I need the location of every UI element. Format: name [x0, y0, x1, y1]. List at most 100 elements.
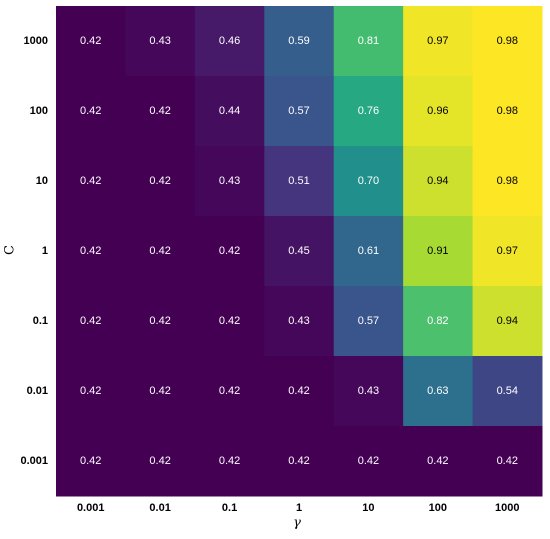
cell-value-label: 0.42	[149, 315, 170, 327]
cell-value-label: 0.42	[219, 245, 240, 257]
cell-value-label: 0.42	[80, 315, 101, 327]
heatmap-cell-r3-c4	[333, 216, 404, 287]
heatmap-cell-r6-c0	[56, 426, 126, 497]
heatmap-cell-r4-c1	[125, 286, 196, 357]
cell-value-label: 0.46	[219, 35, 240, 47]
heatmap-cell-r5-c5	[403, 356, 474, 427]
heatmap-cell-r2-c2	[194, 146, 265, 217]
cell-value-label: 0.63	[427, 385, 448, 397]
x-axis-label: γ	[293, 516, 301, 531]
cell-value-label: 0.43	[358, 385, 379, 397]
cell-value-label: 0.42	[80, 35, 101, 47]
cell-value-label: 0.61	[358, 245, 379, 257]
cell-value-label: 0.42	[497, 455, 518, 467]
cell-value-label: 0.42	[149, 455, 170, 467]
heatmap-cell-r4-c5	[403, 286, 474, 357]
cell-value-label: 0.98	[497, 35, 518, 47]
cell-value-label: 0.98	[497, 175, 518, 187]
heatmap-cell-r6-c5	[403, 426, 474, 497]
cell-value-label: 0.97	[427, 35, 448, 47]
heatmap-cell-r3-c6	[472, 216, 543, 287]
cell-value-label: 0.42	[80, 105, 101, 117]
heatmap-cell-r0-c2	[194, 6, 265, 77]
cell-value-label: 0.42	[80, 245, 101, 257]
cell-value-label: 0.97	[497, 245, 518, 257]
heatmap-cell-r0-c5	[403, 6, 474, 77]
heatmap-cell-r2-c6	[472, 146, 543, 217]
heatmap-cell-r0-c4	[333, 6, 404, 77]
cell-value-label: 0.42	[288, 385, 309, 397]
y-tick-label: 100	[30, 105, 48, 117]
cell-value-label: 0.42	[80, 175, 101, 187]
heatmap-cell-r5-c2	[194, 356, 265, 427]
cell-value-label: 0.42	[80, 455, 101, 467]
cell-value-label: 0.42	[149, 245, 170, 257]
y-tick-label: 0.1	[33, 315, 48, 327]
cell-value-label: 0.94	[497, 315, 518, 327]
x-tick-label: 0.01	[149, 502, 170, 514]
cell-value-label: 0.91	[427, 245, 448, 257]
heatmap-cell-r3-c3	[264, 216, 335, 287]
heatmap-cell-r1-c4	[333, 76, 404, 147]
heatmap-cell-r1-c5	[403, 76, 474, 147]
heatmap-cell-r4-c2	[194, 286, 265, 357]
cell-value-label: 0.70	[358, 175, 379, 187]
cell-value-label: 0.54	[497, 385, 518, 397]
y-tick-label: 10	[36, 175, 48, 187]
heatmap-cell-r6-c2	[194, 426, 265, 497]
heatmap-cell-r5-c0	[56, 356, 126, 427]
heatmap-cell-r5-c1	[125, 356, 196, 427]
y-tick-labels: 1000 100 10 1 0.1 0.01 0.001	[20, 35, 48, 467]
y-axis-label: C	[3, 245, 18, 255]
heatmap-cell-r5-c4	[333, 356, 404, 427]
heatmap-cell-r3-c2	[194, 216, 265, 287]
heatmap-cell-r5-c3	[264, 356, 335, 427]
cell-value-label: 0.42	[149, 175, 170, 187]
heatmap-cell-r1-c6	[472, 76, 543, 147]
heatmap-cell-r0-c3	[264, 6, 335, 77]
heatmap-cell-r4-c3	[264, 286, 335, 357]
cell-value-label: 0.98	[497, 105, 518, 117]
cell-value-label: 0.81	[358, 35, 379, 47]
cell-value-label: 0.42	[149, 385, 170, 397]
heatmap-cell-r3-c1	[125, 216, 196, 287]
x-tick-labels: 0.001 0.01 0.1 1 10 100 1000	[77, 502, 520, 514]
heatmap-cell-r3-c5	[403, 216, 474, 287]
heatmap-cell-r1-c1	[125, 76, 196, 147]
x-tick-label: 100	[429, 502, 447, 514]
heatmap-cell-r1-c0	[56, 76, 126, 147]
cell-value-label: 0.76	[358, 105, 379, 117]
y-tick-label: 1	[42, 245, 48, 257]
cell-value-label: 0.59	[288, 35, 309, 47]
y-tick-label: 0.001	[20, 455, 48, 467]
x-tick-label: 0.1	[222, 502, 237, 514]
cell-value-label: 0.42	[288, 455, 309, 467]
heatmap-cell-r6-c4	[333, 426, 404, 497]
heatmap-cell-r3-c0	[56, 216, 126, 287]
cell-value-label: 0.45	[288, 245, 309, 257]
heatmap-cell-r2-c3	[264, 146, 335, 217]
cell-value-label: 0.42	[149, 105, 170, 117]
cell-value-label: 0.42	[219, 385, 240, 397]
heatmap-cell-r6-c3	[264, 426, 335, 497]
cell-value-label: 0.43	[288, 315, 309, 327]
heatmap-cell-r6-c6	[472, 426, 543, 497]
cell-value-label: 0.51	[288, 175, 309, 187]
cell-value-label: 0.42	[358, 455, 379, 467]
cell-value-label: 0.94	[427, 175, 448, 187]
x-tick-label: 0.001	[77, 502, 105, 514]
cell-value-label: 0.42	[219, 455, 240, 467]
cell-value-label: 0.43	[219, 175, 240, 187]
cell-value-labels: 0.42 0.43 0.46 0.59 0.81 0.97 0.98 0.42 0.42 0.44…	[80, 35, 518, 467]
heatmap-cell-r0-c6	[472, 6, 543, 77]
heatmap-cell-r5-c6	[472, 356, 543, 427]
cell-value-label: 0.43	[149, 35, 170, 47]
cell-value-label: 0.57	[288, 105, 309, 117]
cell-value-label: 0.82	[427, 315, 448, 327]
cell-value-label: 0.42	[427, 455, 448, 467]
x-tick-label: 1	[296, 502, 302, 514]
heatmap-cell-r0-c1	[125, 6, 196, 77]
cell-value-label: 0.96	[427, 105, 448, 117]
heatmap-cell-r4-c6	[472, 286, 543, 357]
